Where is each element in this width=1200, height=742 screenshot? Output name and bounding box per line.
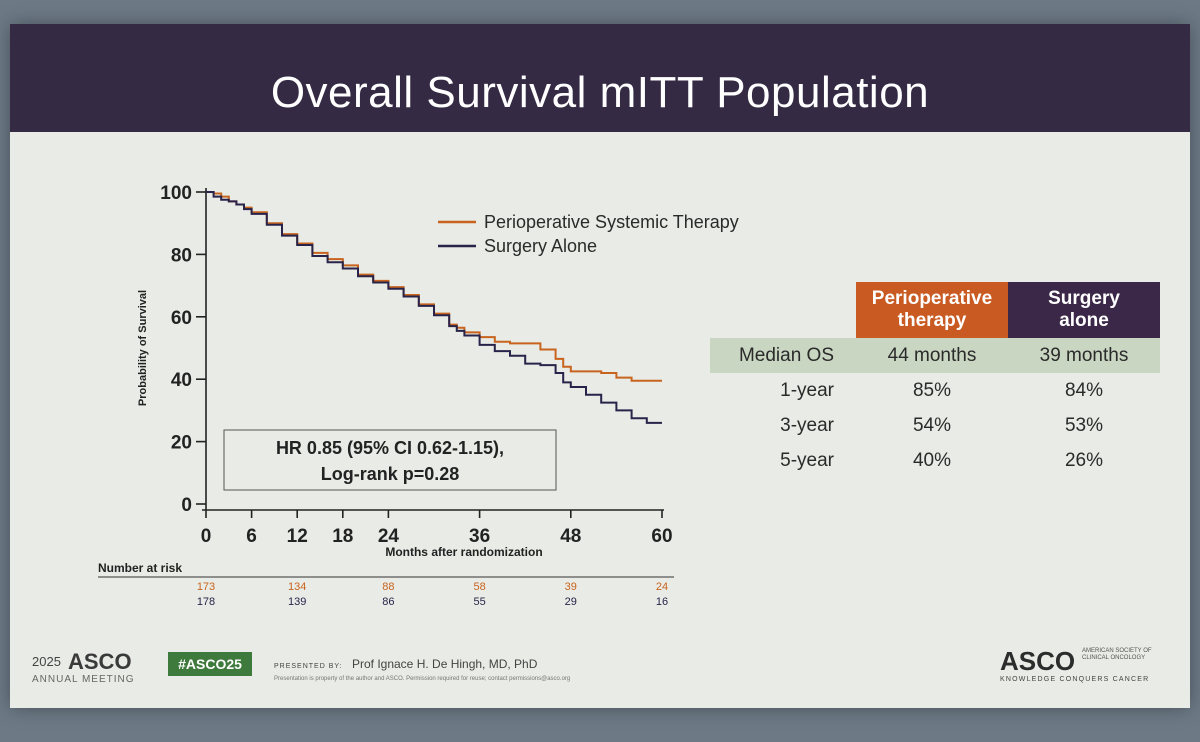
hr-annotation-line1: HR 0.85 (95% CI 0.62-1.15), <box>276 438 504 458</box>
header-peri-line2: therapy <box>897 310 967 331</box>
disclaimer-text: Presentation is property of the author a… <box>274 676 571 682</box>
table-row: Median OS 44 months 39 months <box>710 338 1160 373</box>
table-row: 5-year 40% 26% <box>710 443 1160 478</box>
header-surg-line1: Surgery <box>1048 288 1120 309</box>
hr-annotation-box <box>223 429 557 491</box>
asco-society-name: AMERICAN SOCIETY OF CLINICAL ONCOLOGY <box>1082 648 1152 661</box>
x-tick-label: 60 <box>651 526 672 547</box>
x-tick-label: 6 <box>246 526 257 547</box>
y-tick-label: 0 <box>181 495 192 516</box>
asco-tagline: KNOWLEDGE CONQUERS CANCER <box>1000 676 1150 683</box>
x-tick-label: 12 <box>287 526 308 547</box>
surg-value: 26% <box>1064 449 1104 471</box>
table-row: 1-year 85% 84% <box>710 373 1160 408</box>
risk-count: 139 <box>288 596 306 608</box>
risk-count: 39 <box>565 581 577 593</box>
risk-count: 134 <box>288 581 306 593</box>
peri-value: 54% <box>912 414 952 436</box>
presented-by-label: PRESENTED BY: <box>274 663 343 670</box>
risk-count: 58 <box>473 581 485 593</box>
row-label: 3-year <box>780 414 834 436</box>
risk-count: 178 <box>197 596 215 608</box>
surg-value: 84% <box>1064 379 1104 401</box>
risk-count: 86 <box>382 596 394 608</box>
legend-label: Perioperative Systemic Therapy <box>484 212 739 232</box>
y-tick-label: 80 <box>171 245 192 266</box>
risk-count: 16 <box>656 596 668 608</box>
y-axis-label: Probability of Survival <box>137 290 149 406</box>
risk-count: 173 <box>197 581 215 593</box>
risk-count: 55 <box>473 596 485 608</box>
row-label: 5-year <box>780 449 834 471</box>
risk-table-title: Number at risk <box>98 561 182 575</box>
peri-value: 44 months <box>856 338 1008 373</box>
y-tick-label: 100 <box>160 183 192 204</box>
survival-chart: 0 20 40 60 80 100 0 6 12 18 24 36 48 60 Months after r… <box>98 183 739 608</box>
row-label: 1-year <box>780 379 834 401</box>
x-tick-label: 36 <box>469 526 490 547</box>
surg-value: 39 months <box>1008 338 1160 373</box>
footer-annual-meeting: ANNUAL MEETING <box>32 674 135 685</box>
row-label: Median OS <box>710 338 856 373</box>
risk-count: 29 <box>565 596 577 608</box>
x-tick-label: 48 <box>560 526 581 547</box>
presenter-line: PRESENTED BY: Prof Ignace H. De Hingh, M… <box>274 657 537 671</box>
hashtag-badge: #ASCO25 <box>168 652 252 676</box>
header-surg-line2: alone <box>1059 310 1109 331</box>
presentation-slide: Overall Survival mITT Population 0 20 40 60… <box>10 24 1190 708</box>
asco-logo: ASCO <box>1000 646 1076 676</box>
series-line-perioperative <box>206 191 662 382</box>
footer-year: 2025 <box>32 654 61 669</box>
risk-count: 24 <box>656 581 668 593</box>
risk-count: 88 <box>382 581 394 593</box>
y-tick-label: 20 <box>171 433 192 454</box>
surg-value: 53% <box>1064 414 1104 436</box>
header-perioperative: Perioperative therapy <box>856 282 1008 338</box>
x-axis-label: Months after randomization <box>385 545 542 559</box>
presenter-name: Prof Ignace H. De Hingh, MD, PhD <box>351 657 538 671</box>
x-tick-label: 0 <box>201 526 212 547</box>
peri-value: 85% <box>912 379 952 401</box>
legend-label: Surgery Alone <box>484 236 597 256</box>
series-line-surgery <box>206 191 662 424</box>
slide-title: Overall Survival mITT Population <box>270 68 930 117</box>
x-tick-label: 18 <box>332 526 353 547</box>
header-surgery: Surgery alone <box>1008 282 1160 338</box>
footer-asco-wordmark: ASCO <box>68 649 132 674</box>
peri-value: 40% <box>912 449 952 471</box>
x-tick-label: 24 <box>378 526 400 547</box>
title-bar: Overall Survival mITT Population <box>10 24 1190 132</box>
header-peri-line1: Perioperative <box>871 288 993 309</box>
hr-annotation-line2: Log-rank p=0.28 <box>321 464 460 484</box>
table-corner <box>710 282 856 338</box>
os-summary-table: Perioperative therapy Surgery alone Medi… <box>710 282 1160 478</box>
y-tick-label: 60 <box>171 308 192 329</box>
y-tick-label: 40 <box>171 370 192 391</box>
table-row: 3-year 54% 53% <box>710 408 1160 443</box>
